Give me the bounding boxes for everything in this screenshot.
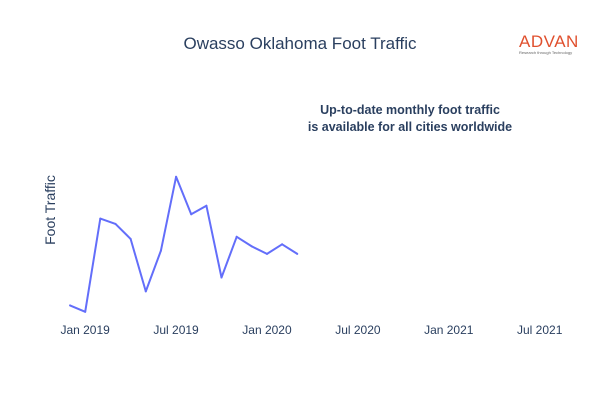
- x-tick-label: Jan 2020: [242, 323, 292, 337]
- data-point: [265, 252, 268, 255]
- plot-area: [69, 175, 299, 313]
- data-point: [144, 290, 147, 293]
- x-tick-label: Jul 2019: [153, 323, 199, 337]
- data-point: [159, 249, 162, 252]
- data-point: [205, 204, 208, 207]
- advan-logo: ADVAN Research through Technology: [519, 33, 587, 55]
- data-point: [190, 213, 193, 216]
- data-point: [69, 304, 71, 307]
- x-tick-label: Jul 2020: [335, 323, 381, 337]
- logo-wordmark: ADVAN: [519, 32, 579, 51]
- data-point: [296, 252, 299, 255]
- chart-title: Owasso Oklahoma Foot Traffic: [183, 34, 417, 53]
- annotation-line-2: is available for all cities worldwide: [307, 120, 513, 134]
- data-point: [235, 235, 238, 238]
- data-point: [129, 237, 132, 240]
- annotation-line-1: Up-to-date monthly foot traffic: [320, 103, 500, 117]
- data-point: [99, 217, 102, 220]
- x-axis-ticks: Jan 2019 Jul 2019 Jan 2020 Jul 2020 Jan 2021…: [60, 323, 562, 337]
- series-line-0: [69, 175, 298, 313]
- data-point: [281, 243, 284, 246]
- data-point: [175, 175, 178, 178]
- data-point: [250, 245, 253, 248]
- data-point: [84, 310, 87, 313]
- y-axis-label: Foot Traffic: [42, 175, 58, 245]
- promo-annotation: Up-to-date monthly foot traffic is avail…: [250, 102, 570, 136]
- x-tick-label: Jul 2021: [517, 323, 563, 337]
- x-tick-label: Jan 2019: [60, 323, 110, 337]
- logo-tagline: Research through Technology: [519, 50, 573, 55]
- x-tick-label: Jan 2021: [424, 323, 474, 337]
- data-point: [114, 222, 117, 225]
- data-point: [220, 276, 223, 279]
